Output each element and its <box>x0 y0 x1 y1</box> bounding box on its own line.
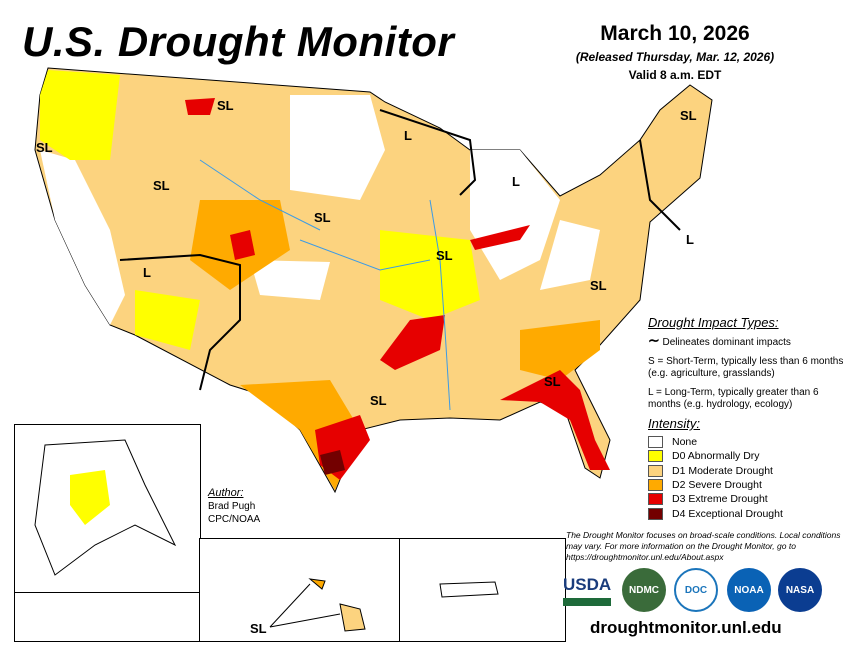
west-none-area <box>40 150 125 325</box>
southeast-d3 <box>500 370 610 470</box>
legend-swatch <box>648 436 663 449</box>
ndmc-logo: NDMC <box>622 568 666 612</box>
legend-item: D4 Exceptional Drought <box>648 506 783 520</box>
rivers <box>199 159 451 411</box>
intensity-heading: Intensity: <box>648 416 701 431</box>
map-label: L <box>686 232 694 247</box>
author-name: Brad Pugh <box>208 501 256 512</box>
legend-label: D3 Extreme Drought <box>672 493 768 506</box>
greatlakes-none <box>470 150 560 280</box>
legend-item: D2 Severe Drought <box>648 478 783 492</box>
short-term-text: S = Short-Term, typically less than 6 mo… <box>648 356 844 379</box>
map-label: SL <box>544 374 561 389</box>
legend-label: D1 Moderate Drought <box>672 464 773 477</box>
plains-d0 <box>380 230 480 320</box>
impact-heading: Drought Impact Types: <box>648 315 779 330</box>
texas-d4 <box>320 450 345 475</box>
map-label: SL <box>217 98 234 113</box>
alaska-inset <box>14 424 201 594</box>
legend-label: D4 Exceptional Drought <box>672 507 783 520</box>
legend-label: D0 Abnormally Dry <box>672 450 760 463</box>
map-label: SL <box>370 393 387 408</box>
map-label: L <box>512 174 520 189</box>
aleutians-inset <box>14 592 201 642</box>
legend-swatch <box>648 507 663 520</box>
legend-swatch <box>648 450 663 463</box>
hawaii-inset: SL <box>199 538 401 642</box>
southwest-d0 <box>135 290 200 350</box>
ohio-d3 <box>470 225 530 250</box>
long-term-text: L = Long-Term, typically greater than 6 … <box>648 387 819 410</box>
nasa-logo: NASA <box>778 568 822 612</box>
map-label: L <box>404 128 412 143</box>
impact-boundary-line <box>379 109 681 231</box>
commerce-logo: DOC <box>674 568 718 612</box>
puerto-rico-inset <box>399 538 566 642</box>
impact-boundary-line <box>119 253 241 391</box>
arklatex-d3 <box>380 315 445 370</box>
impact-types-legend: Drought Impact Types: ∼ Delineates domin… <box>648 315 847 418</box>
map-label: SL <box>680 108 697 123</box>
southeast-d2 <box>520 320 600 380</box>
map-label: SL <box>436 248 453 263</box>
noaa-logo: NOAA <box>727 568 771 612</box>
map-label: L <box>143 265 151 280</box>
valid-time: Valid 8 a.m. EDT <box>628 68 722 82</box>
montana-d3 <box>185 98 215 115</box>
map-label: SL <box>153 178 170 193</box>
page-title: U.S. Drought Monitor <box>22 18 455 65</box>
northwest-d0 <box>40 70 120 160</box>
legend-swatch <box>648 479 663 492</box>
map-label: SL <box>314 210 331 225</box>
colorado-none <box>250 260 330 300</box>
legend-swatch <box>648 493 663 506</box>
legend-item: D3 Extreme Drought <box>648 492 783 506</box>
author-org: CPC/NOAA <box>208 514 261 525</box>
map-label: SL <box>36 140 53 155</box>
delineates-text: Delineates dominant impacts <box>662 337 791 348</box>
map-date: March 10, 2026 <box>600 22 750 45</box>
website-link[interactable]: droughtmonitor.unl.edu <box>590 618 782 637</box>
map-label: SL <box>590 278 607 293</box>
hawaii-label: SL <box>250 621 267 636</box>
author-heading: Author: <box>208 487 244 499</box>
tilde-line-icon: ∼ <box>648 332 660 348</box>
usda-logo: USDA <box>563 575 611 606</box>
legend-label: D2 Severe Drought <box>672 479 762 492</box>
intensity-legend: Intensity: None D0 Abnormally Dry D1 Moder… <box>648 416 783 521</box>
midwest-none <box>290 95 385 200</box>
release-date: (Released Thursday, Mar. 12, 2026) <box>575 50 775 64</box>
legend-item: D0 Abnormally Dry <box>648 449 783 463</box>
legend-label: None <box>672 436 698 449</box>
author-block: Author: Brad Pugh CPC/NOAA <box>208 487 260 526</box>
colorado-d3 <box>230 230 255 260</box>
legend-item: None <box>648 435 783 449</box>
disclaimer-note: The Drought Monitor focuses on broad-sca… <box>566 530 841 562</box>
legend-swatch <box>648 464 663 477</box>
legend-item: D1 Moderate Drought <box>648 464 783 478</box>
ohio-none <box>540 220 600 290</box>
